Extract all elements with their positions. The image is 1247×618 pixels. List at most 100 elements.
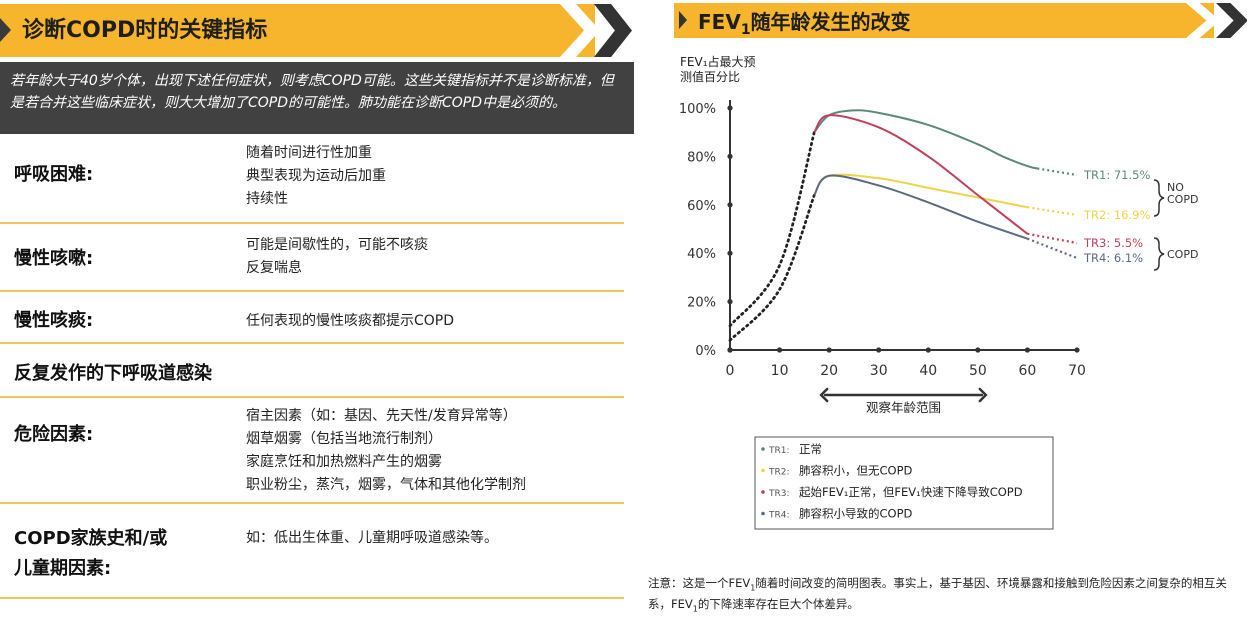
x-tick-label: 10 (771, 363, 789, 379)
series-tail-tr1 (1037, 167, 1078, 177)
left-title: 诊断COPD时的关键指标 (22, 18, 268, 43)
y-tick-dot (727, 202, 733, 208)
series-line-tr4 (813, 174, 1028, 240)
y-tick-label: 100% (679, 102, 716, 117)
x-tick-label: 0 (726, 363, 735, 379)
legend-text-tr3: 起始FEV₁正常，但FEV₁快速下降导致COPD (799, 485, 1023, 499)
row-label-line: 儿童期因素: (14, 558, 112, 579)
y-axis-label: 测值百分比 (680, 69, 740, 84)
group-label-copd: COPD (1167, 248, 1198, 261)
series-line-tr3 (813, 114, 1029, 235)
detail-line: 典型表现为运动后加重 (246, 168, 386, 184)
row-label: 危险因素: (14, 424, 94, 445)
detail-line: 如：低出生体重、儿童期呼吸道感染等。 (246, 530, 498, 546)
y-tick-dot (727, 105, 733, 111)
series-start-tr1 (728, 130, 816, 328)
series-tail-tr4 (1027, 237, 1078, 260)
y-tick-dot (727, 299, 733, 305)
detail-line: 任何表现的慢性咳痰都提示COPD (246, 313, 455, 329)
legend-dot-tr1 (761, 447, 765, 451)
chart-note: 注意：这是一个FEV1随着时间改变的简明图表。事实上，基于基因、环境暴露和接触到… (648, 575, 1244, 618)
legend-key-tr2: TR2: (768, 468, 790, 478)
chart-title-rest: 随年龄发生的改变 (750, 10, 911, 34)
legend-text-tr2: 肺容积小，但无COPD (799, 464, 913, 478)
series-start-tr4 (728, 193, 816, 342)
detail-line: 反复喘息 (246, 260, 302, 276)
legend-key-tr1: TR1: (768, 446, 790, 456)
x-tick-dot (776, 347, 783, 353)
detail-line: 可能是间歇性的，可能不咳痰 (246, 237, 428, 253)
indicators-panel: 诊断COPD时的关键指标 若年龄大于40岁个体，出现下述任何症状，则考虑COPD… (0, 0, 634, 599)
y-tick-label: 40% (687, 247, 716, 262)
x-tick-dot (1074, 347, 1080, 353)
x-tick-label: 50 (969, 363, 987, 379)
divider (0, 597, 624, 599)
row-dyspnea: 呼吸困难: 随着时间进行性加重 典型表现为运动后加重 持续性 (0, 136, 624, 224)
detail-line: 家庭烹饪和加热燃料产生的烟雾 (246, 454, 442, 470)
legend-text-tr4: 肺容积小导致的COPD (799, 507, 913, 521)
row-label: 慢性咳嗽: (14, 248, 94, 269)
x-tick-label: 30 (870, 363, 888, 379)
row-label: 慢性咳痰: (14, 310, 94, 331)
y-tick-dot (727, 250, 733, 256)
series-end-label-tr4: TR4: 6.1% (1083, 251, 1143, 265)
series-tail-tr3 (1027, 232, 1078, 245)
x-range-bracket (819, 387, 988, 403)
series-line-tr2 (813, 173, 1028, 209)
y-tick-dot (727, 153, 733, 159)
fev1-panel: FEV1随年龄发生的改变 FEV₁占最大预 测值百分比 0% 20% 40% 60% 80%… (634, 0, 1247, 614)
detail-line: 烟草烟雾（包括当地流行制剂） (246, 431, 442, 447)
row-details: 宿主因素（如：基因、先天性/发育异常等） 烟草烟雾（包括当地流行制剂） 家庭烹饪… (246, 405, 526, 497)
x-tick-label: 40 (919, 363, 937, 379)
x-tick-dot (1024, 347, 1031, 353)
legend-text-tr1: 正常 (799, 442, 822, 456)
note-text: 注意：这是一个FEV (648, 576, 751, 590)
detail-line: 持续性 (246, 191, 288, 207)
y-tick-label: 60% (687, 199, 716, 214)
note-subscript: 1 (750, 583, 756, 593)
x-tick-dot (975, 347, 981, 353)
legend-dot-tr2 (761, 468, 765, 473)
note-subscript: 1 (692, 604, 698, 614)
x-tick-label: 60 (1019, 363, 1037, 379)
row-details: 任何表现的慢性咳痰都提示COPD (246, 310, 454, 333)
header-bar (0, 4, 595, 57)
legend-dot-tr4 (761, 511, 765, 516)
x-tick-dot (826, 347, 832, 353)
group-label-no-copd: NO (1167, 181, 1184, 194)
row-details: 如：低出生体重、儿童期呼吸道感染等。 (246, 527, 498, 550)
row-infection: 反复发作的下呼吸道感染 (0, 344, 624, 398)
x-axis-label: 观察年龄范围 (866, 400, 941, 415)
y-tick-label: 80% (687, 150, 716, 165)
legend-key-tr3: TR3: (768, 489, 790, 499)
note-text: 随着时间改变的简明图表。事实上，基于基因、环境暴露和接触到危险因素之间复杂的相互… (648, 576, 1227, 612)
row-sputum: 慢性咳痰: 任何表现的慢性咳痰都提示COPD (0, 292, 624, 344)
row-family-history: COPD家族史和/或 儿童期因素: 如：低出生体重、儿童期呼吸道感染等。 (0, 504, 624, 597)
series-end-label-tr1: TR1: 71.5% (1083, 168, 1150, 182)
header-arrow-icon (679, 11, 687, 29)
right-header: FEV1随年龄发生的改变 (674, 3, 1247, 38)
chart-title-subscript: 1 (740, 22, 751, 38)
header-bar (674, 3, 1214, 38)
series-start-tr3 (728, 130, 816, 328)
x-tick-dot (727, 347, 733, 353)
series-end-label-tr3: TR3: 5.5% (1083, 236, 1143, 250)
legend-dot-tr3 (761, 490, 765, 494)
header-arrow-icon (0, 18, 11, 42)
y-tick-label: 0% (695, 344, 716, 359)
row-label: COPD家族史和/或 儿童期因素: (14, 524, 167, 584)
left-header: 诊断COPD时的关键指标 (0, 0, 634, 62)
row-cough: 慢性咳嗽: 可能是间歇性的，可能不咳痰 反复喘息 (0, 224, 624, 292)
legend-box (754, 436, 1054, 530)
group-label-no-copd: COPD (1167, 193, 1198, 206)
row-risk-factors: 危险因素: 宿主因素（如：基因、先天性/发育异常等） 烟草烟雾（包括当地流行制剂… (0, 398, 624, 504)
detail-line: 随着时间进行性加重 (246, 145, 372, 161)
note-text: 的下降速率存在巨大个体差异。 (697, 597, 859, 612)
y-axis-label: FEV₁占最大预 (680, 54, 756, 69)
x-tick-dot (876, 347, 882, 353)
row-label-line: COPD家族史和/或 (14, 528, 168, 549)
intro-text: 若年龄大于40岁个体，出现下述任何症状，则考虑COPD可能。这些关键指标并不是诊… (0, 62, 634, 134)
x-tick-label: 70 (1068, 363, 1086, 379)
row-label: 反复发作的下呼吸道感染 (14, 363, 212, 384)
